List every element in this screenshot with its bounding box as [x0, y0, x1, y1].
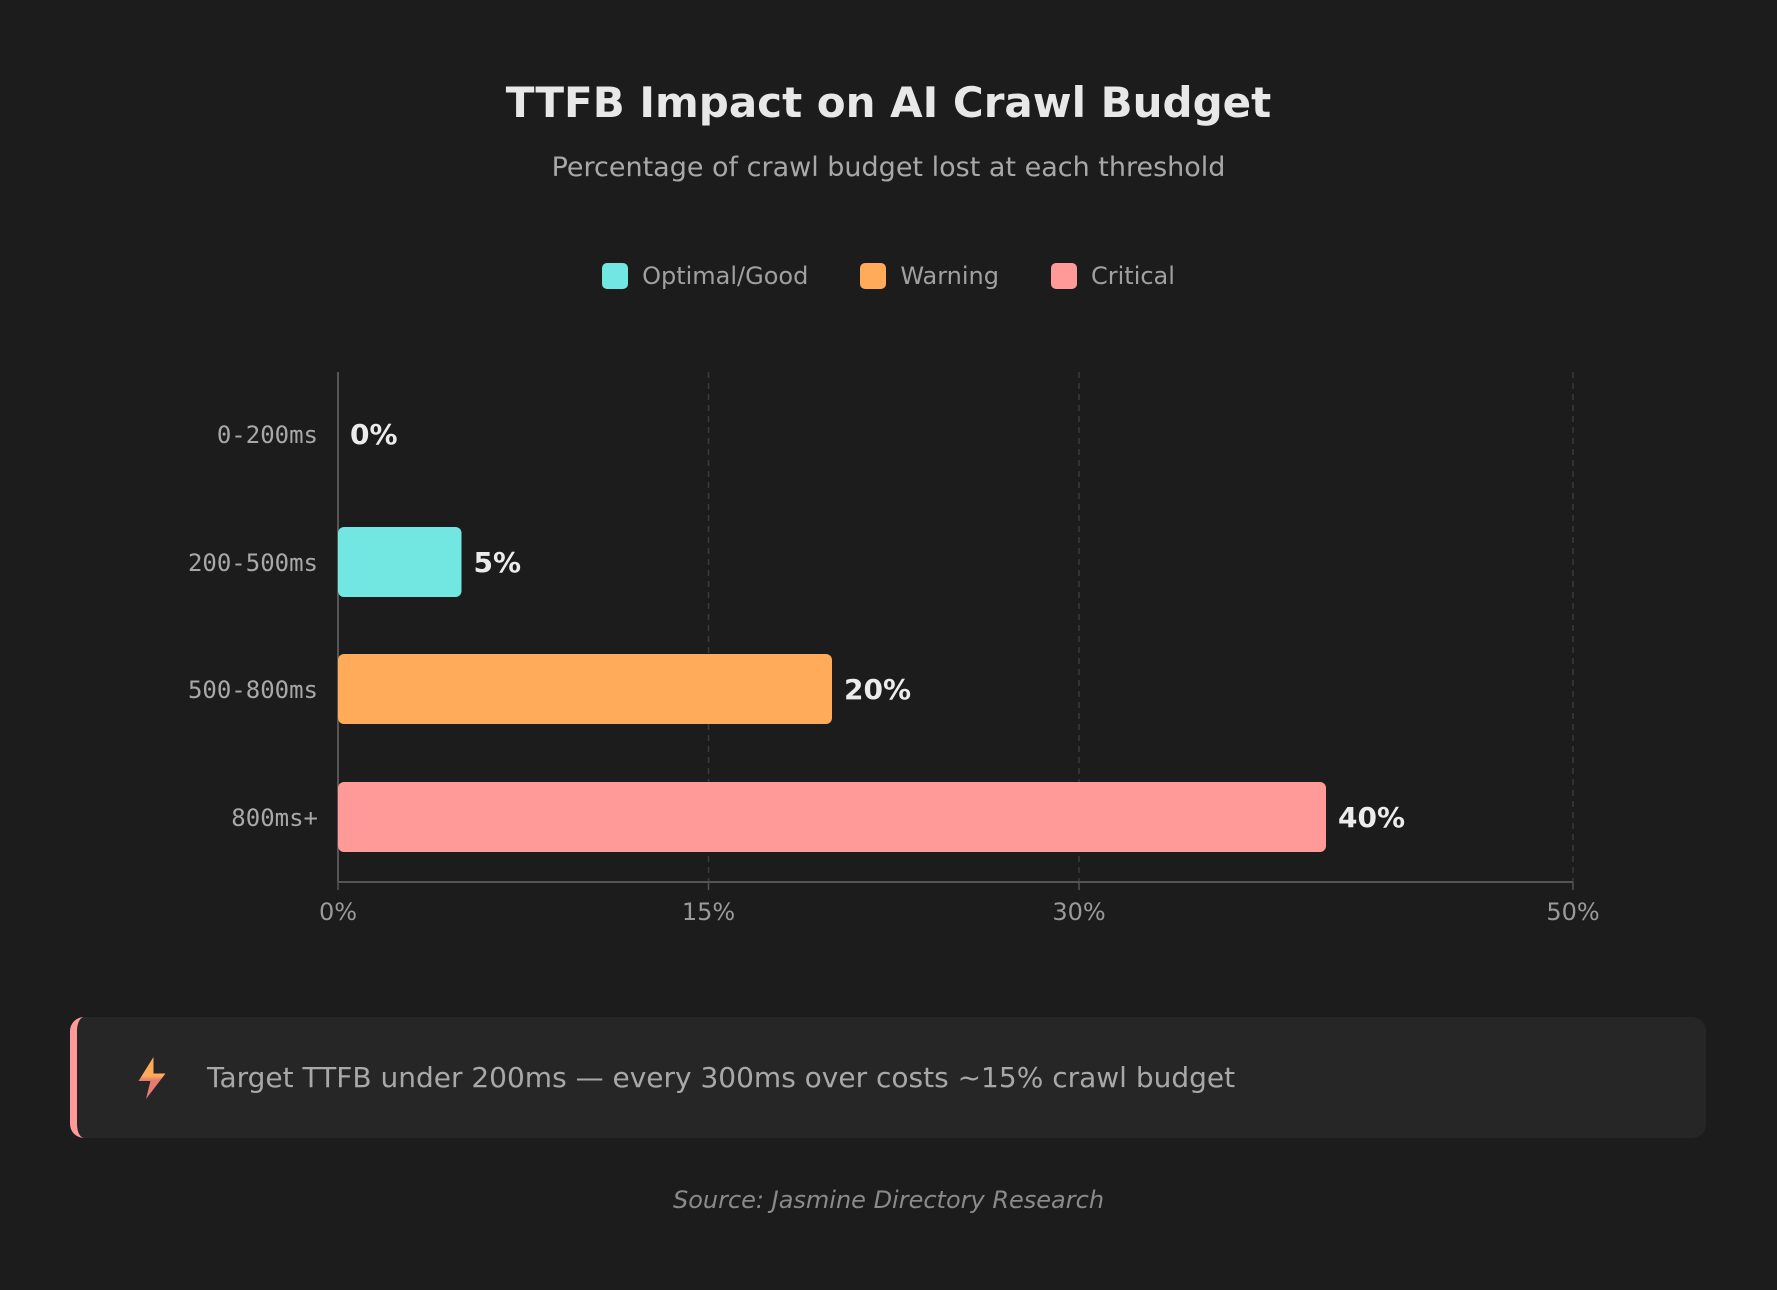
legend-label: Optimal/Good [642, 262, 809, 290]
value-label: 40% [1338, 801, 1405, 834]
legend-swatch [860, 263, 887, 289]
x-tick-label: 50% [1546, 898, 1599, 926]
value-label: 5% [474, 546, 522, 579]
category-label: 800ms+ [231, 804, 318, 832]
legend-label: Critical [1090, 262, 1175, 290]
category-label: 0-200ms [217, 421, 318, 449]
legend-swatch [1050, 263, 1077, 289]
legend-item-warning: Warning [860, 262, 999, 290]
bar [338, 654, 832, 724]
lightning-icon [138, 1056, 166, 1099]
legend-swatch [602, 263, 629, 289]
category-label: 500-800ms [188, 676, 318, 704]
legend-item-critical: Critical [1050, 262, 1175, 290]
value-label: 20% [844, 673, 911, 706]
bar [338, 527, 462, 597]
category-label: 200-500ms [188, 549, 318, 577]
x-tick-label: 15% [682, 898, 735, 926]
legend-item-optimal: Optimal/Good [602, 262, 808, 290]
chart-title: TTFB Impact on AI Crawl Budget [505, 78, 1272, 127]
legend: Optimal/Good Warning Critical [0, 262, 1777, 290]
value-label: 0% [350, 418, 398, 451]
x-tick-label: 0% [319, 898, 357, 926]
callout-box: Target TTFB under 200ms — every 300ms ov… [70, 1017, 1706, 1138]
bar [338, 782, 1326, 852]
chart-subtitle: Percentage of crawl budget lost at each … [551, 152, 1226, 183]
x-tick-label: 30% [1052, 898, 1105, 926]
source-note: Source: Jasmine Directory Research [672, 1186, 1105, 1214]
bar-chart: 0% 15% 30% 50% 0-200ms 0% 200-500ms 5% 500-800ms… [188, 372, 1600, 926]
legend-label: Warning [900, 262, 999, 290]
callout-text: Target TTFB under 200ms — every 300ms ov… [207, 1061, 1236, 1094]
